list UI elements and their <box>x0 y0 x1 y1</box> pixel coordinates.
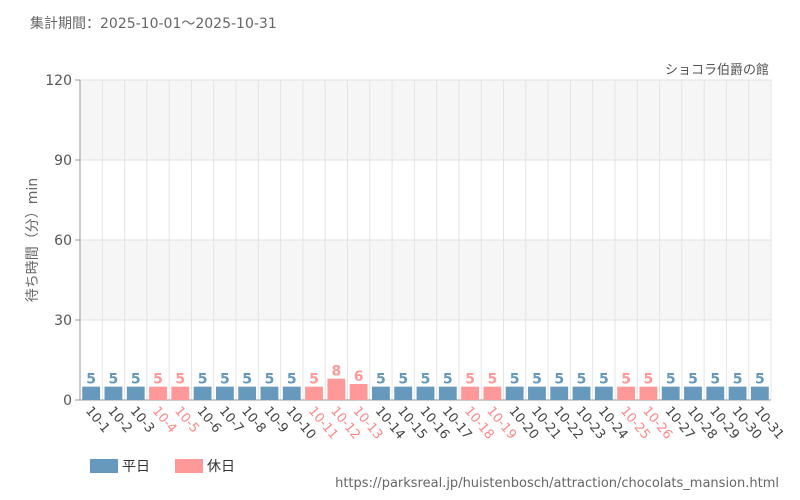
bar-10-26 <box>639 386 658 400</box>
period-label: 集計期間：2025-10-01～2025-10-31 <box>30 15 277 32</box>
value-label-10-11: 5 <box>309 372 319 388</box>
y-tick-label: 30 <box>54 313 72 329</box>
value-label-10-10: 5 <box>287 372 297 388</box>
value-label-10-22: 5 <box>554 372 564 388</box>
value-label-10-6: 5 <box>198 372 208 388</box>
bar-10-20 <box>505 386 524 400</box>
x-tick-label-10-9: 10-9 <box>260 404 290 436</box>
y-tick-label: 90 <box>54 153 72 169</box>
bar-10-21 <box>528 386 546 400</box>
grid-band <box>80 160 771 240</box>
grid-band <box>80 80 771 160</box>
x-tick-label-10-3: 10-3 <box>127 404 157 436</box>
value-label-10-14: 5 <box>376 372 386 388</box>
y-axis-label: 待ち時間（分）min <box>25 178 41 302</box>
value-label-10-4: 5 <box>153 372 163 388</box>
bar-10-12 <box>327 378 346 400</box>
bar-10-27 <box>661 386 680 400</box>
value-label-10-15: 5 <box>398 372 408 388</box>
bar-10-15 <box>394 386 413 400</box>
value-label-10-8: 5 <box>242 372 252 388</box>
plot-area: 0 30 60 90 120 5 10-1 5 10-2 5 10-3 5 10-4 5 10-5 5 10-6… <box>45 73 786 443</box>
y-tick-label: 120 <box>45 73 72 89</box>
value-label-10-16: 5 <box>421 372 431 388</box>
bar-10-8 <box>238 386 257 400</box>
bar-10-22 <box>550 386 569 400</box>
bar-10-6 <box>193 386 212 400</box>
bar-10-1 <box>82 386 101 400</box>
value-label-10-17: 5 <box>443 372 453 388</box>
value-label-10-25: 5 <box>621 372 631 388</box>
bar-10-25 <box>617 386 636 400</box>
bar-10-16 <box>416 386 435 400</box>
bar-10-13 <box>349 384 368 400</box>
value-label-10-2: 5 <box>109 372 119 388</box>
value-label-10-23: 5 <box>577 372 587 388</box>
value-label-10-24: 5 <box>599 372 609 388</box>
bar-10-3 <box>126 386 145 400</box>
bar-10-11 <box>305 386 323 400</box>
bar-10-5 <box>171 386 190 400</box>
value-label-10-7: 5 <box>220 372 230 388</box>
value-label-10-30: 5 <box>733 372 743 388</box>
x-tick-label-10-8: 10-8 <box>238 404 268 436</box>
value-label-10-18: 5 <box>465 372 475 388</box>
x-tick-label-10-1: 10-1 <box>82 404 112 436</box>
bar-10-28 <box>684 386 702 400</box>
bar-10-19 <box>483 386 502 400</box>
source-url: https://parksreal.jp/huistenbosch/attrac… <box>335 476 779 491</box>
bar-10-18 <box>461 386 479 400</box>
value-label-10-13: 6 <box>354 369 364 385</box>
bar-10-17 <box>438 386 457 400</box>
value-label-10-12: 8 <box>331 364 341 380</box>
x-tick-label-10-6: 10-6 <box>194 404 224 436</box>
legend: 平日 休日 <box>90 459 235 475</box>
value-label-10-28: 5 <box>688 372 698 388</box>
legend-swatch-holiday <box>175 459 203 473</box>
y-tick-label: 60 <box>54 233 72 249</box>
bar-10-31 <box>750 386 769 400</box>
legend-label-holiday: 休日 <box>207 459 235 475</box>
value-label-10-1: 5 <box>86 372 96 388</box>
value-label-10-20: 5 <box>510 372 520 388</box>
value-label-10-19: 5 <box>487 372 497 388</box>
x-tick-label-10-4: 10-4 <box>149 404 179 436</box>
bar-10-30 <box>728 386 747 400</box>
bar-10-9 <box>260 386 279 400</box>
x-tick-label-10-7: 10-7 <box>216 404 246 436</box>
value-label-10-31: 5 <box>755 372 765 388</box>
bar-10-23 <box>572 386 591 400</box>
bar-10-2 <box>104 386 123 400</box>
bar-10-24 <box>594 386 613 400</box>
value-label-10-3: 5 <box>131 372 141 388</box>
value-label-10-21: 5 <box>532 372 542 388</box>
grid-band <box>80 240 771 320</box>
legend-label-weekday: 平日 <box>122 459 150 475</box>
bar-10-4 <box>149 386 167 400</box>
value-label-10-29: 5 <box>710 372 720 388</box>
x-tick-label-10-2: 10-2 <box>104 404 134 436</box>
bar-10-7 <box>215 386 234 400</box>
y-tick-label: 0 <box>63 393 72 409</box>
value-label-10-5: 5 <box>175 372 185 388</box>
attraction-name: ショコラ伯爵の館 <box>665 63 769 78</box>
legend-swatch-weekday <box>90 459 118 473</box>
value-label-10-9: 5 <box>265 372 275 388</box>
x-tick-label-10-5: 10-5 <box>171 404 201 436</box>
value-label-10-26: 5 <box>644 372 654 388</box>
bar-10-10 <box>282 386 301 400</box>
bar-10-14 <box>372 386 390 400</box>
value-label-10-27: 5 <box>666 372 676 388</box>
bar-10-29 <box>706 386 725 400</box>
